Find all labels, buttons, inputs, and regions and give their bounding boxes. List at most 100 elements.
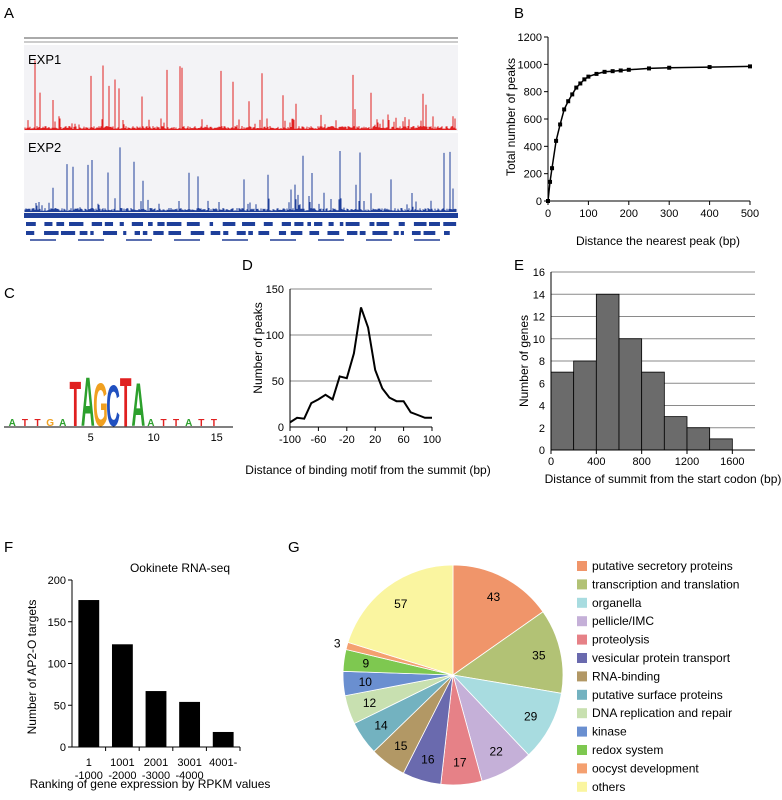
gene-block — [376, 222, 390, 226]
pie-slice-label: 12 — [363, 696, 377, 710]
f-bar — [111, 644, 133, 747]
f-bar — [78, 600, 100, 747]
legend-swatch — [577, 653, 587, 663]
gene-block — [168, 231, 182, 235]
b-data-point — [566, 99, 571, 104]
gene-block — [91, 222, 103, 226]
gene-block — [444, 231, 450, 235]
gene-block — [327, 231, 340, 235]
panel-letter-c: C — [4, 285, 15, 302]
b-data-point — [558, 122, 563, 127]
d-motif-distance-line — [289, 307, 432, 424]
e-bar — [686, 427, 711, 451]
d-x-tick-label: 60 — [397, 434, 409, 446]
e-x-axis-label: Distance of summit from the start codon … — [545, 472, 782, 486]
b-data-point — [570, 92, 575, 97]
b-y-tick-label: 800 — [524, 87, 542, 99]
e-y-axis-label: Number of genes — [517, 315, 531, 407]
e-y-tick-label: 12 — [533, 312, 545, 324]
legend-swatch — [577, 561, 587, 571]
f-x-tick-label: 1001 — [110, 757, 134, 769]
legend-swatch — [577, 689, 587, 700]
gene-block — [443, 222, 457, 226]
gene-block — [328, 222, 334, 226]
f-x-tick-label: -2000 — [108, 770, 136, 782]
f-x-tick-label: -3000 — [142, 770, 170, 782]
gene-block — [56, 222, 65, 226]
b-data-point — [586, 74, 591, 79]
f-x-tick-label: 4001- — [209, 757, 237, 769]
gene-block — [142, 231, 148, 235]
panel-letter-a: A — [4, 5, 14, 22]
b-data-point — [618, 68, 623, 73]
logo-letter: A — [9, 418, 16, 429]
logo-tick-label: 5 — [88, 432, 94, 444]
pie-slice — [347, 564, 454, 676]
panel-letter-g: G — [288, 539, 300, 556]
pie-slice-label: 29 — [524, 709, 538, 723]
logo-letter: C — [106, 375, 120, 440]
gene-block — [339, 222, 344, 226]
exp1-track-label: EXP1 — [28, 52, 61, 67]
pie-legend: putative secretory proteins transcription… — [577, 559, 739, 794]
pie-slice-label: 43 — [487, 590, 501, 604]
gene-block — [123, 231, 127, 235]
f-x-axis-label: Ranking of gene expression by RPKM value… — [30, 777, 271, 791]
logo-letter: A — [59, 418, 66, 429]
gene-block — [258, 231, 270, 235]
d-y-axis-label: Number of peaks — [251, 302, 265, 393]
e-y-tick-label: 10 — [533, 334, 545, 346]
logo-letter: A — [131, 371, 145, 440]
pie-slice-label: 57 — [394, 597, 408, 611]
d-y-tick-label: 150 — [266, 284, 284, 296]
panel-d-chart: -100 -60 -20 20 60 100 0 50 100 150 Distance of b… — [245, 284, 490, 477]
e-bar — [709, 438, 733, 451]
legend-swatch — [577, 597, 587, 608]
gene-label-mark — [174, 239, 200, 241]
pie-slice-label: 14 — [374, 719, 388, 733]
logo-letter: A — [147, 418, 154, 429]
gene-block — [413, 222, 427, 226]
pie-slice-label: 35 — [532, 649, 546, 663]
b-y-tick-label: 1000 — [518, 59, 542, 71]
gene-label-mark — [222, 239, 248, 241]
panel-b-chart: 0 100 200 300 400 500 0 200 400 600 800 1000 1200 Di… — [504, 32, 759, 248]
gene-block — [400, 231, 404, 235]
f-bar — [212, 731, 234, 747]
panel-letter-b: B — [514, 5, 524, 22]
d-y-tick-label: 50 — [272, 376, 284, 388]
legend-label: DNA replication and repair — [592, 706, 732, 720]
logo-letter: T — [211, 418, 217, 429]
e-bar — [573, 360, 597, 451]
d-x-tick-label: -100 — [279, 434, 301, 446]
gene-block — [309, 231, 320, 235]
logo-letter: T — [173, 418, 179, 429]
b-data-point — [602, 69, 607, 74]
gene-block — [242, 222, 256, 226]
pie-slice-label: 3 — [334, 636, 341, 650]
logo-letter: A — [81, 363, 95, 441]
e-y-tick-label: 8 — [539, 356, 545, 368]
d-x-tick-label: 20 — [369, 434, 381, 446]
panel-letter-f: F — [4, 539, 13, 556]
logo-letter: T — [69, 369, 81, 441]
logo-letter: T — [34, 418, 40, 429]
legend-swatch — [577, 708, 587, 719]
gene-block — [134, 231, 140, 235]
gene-block — [44, 222, 53, 226]
exp1-track-bg — [24, 45, 458, 131]
gene-block — [157, 222, 165, 226]
b-data-point — [574, 85, 579, 90]
d-x-tick-label: 100 — [423, 434, 441, 446]
legend-label: organella — [592, 596, 642, 610]
gene-block — [423, 231, 436, 235]
gene-block — [346, 231, 358, 235]
b-x-tick-label: 200 — [620, 208, 638, 220]
b-data-point — [554, 138, 559, 143]
b-x-tick-label: 400 — [700, 208, 718, 220]
legend-label: redox system — [592, 743, 663, 757]
gene-block — [209, 222, 214, 226]
f-y-axis-label: Number of AP2-O targets — [25, 600, 39, 735]
pie-slice — [451, 674, 562, 756]
